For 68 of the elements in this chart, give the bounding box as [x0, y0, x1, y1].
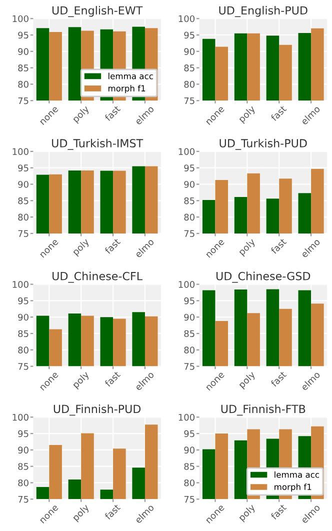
y-tick-label: 95 [18, 297, 28, 304]
y-tick-label: 95 [18, 32, 28, 39]
y-tick-label: 80 [18, 80, 28, 88]
y-tick-label: 90 [184, 180, 195, 188]
y-tick-label: 80 [184, 214, 195, 221]
chart-title: UD_Finnish-FTB [221, 404, 306, 416]
y-tick-label: 95 [184, 430, 194, 438]
x-tick-label: fast [104, 104, 121, 122]
y-tick-label: 95 [184, 32, 194, 39]
y-tick-label: 85 [18, 463, 28, 470]
chart-title: UD_Finnish-PUD [54, 404, 141, 416]
y-tick-label: 90 [184, 446, 195, 454]
y-tick-label: 95 [18, 164, 28, 172]
y-tick-label: 90 [18, 446, 28, 454]
chart-title: UD_English-EWT [52, 6, 143, 18]
x-tick-label: fast [104, 370, 121, 388]
y-tick-label: 100 [12, 148, 28, 155]
y-tick-label: 85 [18, 330, 28, 338]
y-tick-label: 90 [184, 314, 195, 321]
y-tick-label: 90 [184, 48, 195, 55]
y-tick-label: 75 [18, 97, 28, 104]
chart-title: UD_Chinese-GSD [216, 272, 310, 283]
y-tick-label: 100 [178, 148, 195, 155]
x-tick-label: fast [270, 370, 287, 388]
y-tick-label: 100 [178, 281, 195, 288]
y-tick-label: 75 [18, 230, 28, 237]
y-tick-label: 95 [184, 297, 194, 304]
x-tick-label: fast [270, 238, 287, 254]
legend-label: lemma acc [274, 471, 320, 478]
y-tick-label: 85 [184, 64, 194, 72]
y-tick-label: 75 [184, 496, 194, 503]
y-tick-label: 75 [18, 363, 28, 370]
y-tick-label: 90 [18, 48, 28, 55]
y-tick-label: 75 [18, 496, 28, 503]
y-tick-label: 100 [178, 414, 195, 421]
y-tick-label: 90 [18, 180, 28, 188]
y-tick-label: 85 [184, 197, 194, 204]
chart-title: UD_Chinese-CFL [52, 272, 143, 283]
y-tick-label: 80 [184, 479, 195, 486]
y-tick-label: 85 [184, 463, 194, 470]
chart-title: UD_Turkish-IMST [52, 138, 144, 150]
y-tick-label: 85 [184, 330, 194, 338]
x-tick-label: fast [270, 104, 287, 122]
x-tick-label: fast [270, 503, 287, 520]
y-tick-label: 90 [18, 314, 28, 321]
y-tick-label: 95 [184, 164, 194, 172]
legend-label: morph f1 [274, 484, 312, 492]
y-tick-label: 80 [18, 479, 28, 486]
y-tick-label: 80 [18, 346, 28, 354]
y-tick-label: 85 [18, 197, 28, 204]
y-tick-label: 80 [184, 346, 195, 354]
y-tick-label: 95 [18, 430, 28, 438]
y-tick-label: 100 [12, 281, 28, 288]
y-tick-label: 80 [18, 214, 28, 221]
legend-label: morph f1 [108, 85, 146, 94]
y-tick-label: 75 [184, 363, 194, 370]
y-tick-label: 80 [184, 80, 195, 88]
y-tick-label: 75 [184, 230, 194, 237]
y-tick-label: 85 [18, 64, 28, 72]
legend-label: lemma acc [108, 72, 153, 80]
x-tick-label: fast [104, 503, 121, 520]
y-tick-label: 75 [184, 97, 194, 104]
chart-title: UD_Turkish-PUD [220, 138, 307, 150]
chart-title: UD_English-PUD [219, 6, 308, 18]
x-tick-label: fast [104, 238, 121, 254]
y-tick-label: 100 [178, 15, 195, 22]
y-tick-label: 100 [12, 15, 28, 22]
y-tick-label: 100 [12, 414, 28, 421]
